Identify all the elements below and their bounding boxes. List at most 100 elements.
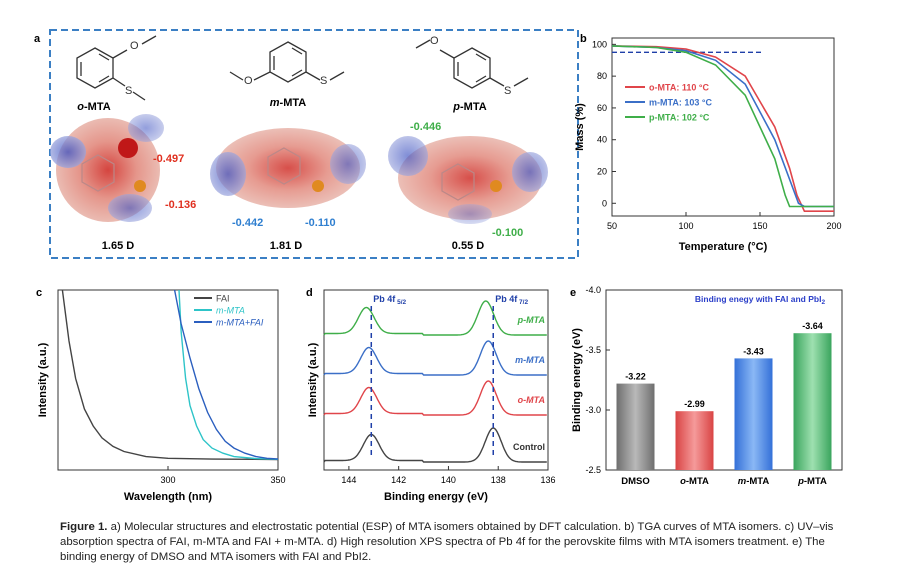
panel-b-x-tick-label: 50 [607, 221, 617, 231]
panel-d-x-tick-label: 140 [441, 475, 456, 485]
panel-b-legend-m-MTA: m-MTA: 103 °C [649, 98, 712, 108]
p-mta-structure [415, 39, 529, 89]
panel-d-series-p-MTA [323, 300, 547, 336]
panel-e-category-label-p-MTA: p-MTA [797, 476, 827, 487]
panel-d-xps-chart: d 144 142 140 138 136 Control o-MTA m-MTA p-MTA… [306, 287, 556, 503]
p-mta-oxygen-label: O [430, 35, 439, 47]
panel-d-series-o-MTA [323, 380, 547, 416]
panel-b-legend-p-MTA: p-MTA: 102 °C [649, 113, 710, 123]
panel-d-series-Control [323, 427, 547, 463]
panel-e-y-tick-label: -3.0 [585, 405, 601, 415]
panel-e-bar-p-MTA [793, 333, 832, 470]
panel-label-a: a [34, 33, 41, 45]
panel-a-frame [49, 29, 579, 259]
panel-d-y-label: Intensity (a.u.) [307, 342, 319, 417]
panel-b-y-tick-label: 60 [597, 103, 607, 113]
panel-e-bar-m-MTA [734, 358, 773, 470]
caption-lead: Figure 1. [60, 521, 108, 533]
m-mta-esp-surface [210, 128, 366, 208]
m-mta-esp-value-2: -0.110 [305, 217, 336, 229]
panel-c-uvvis-chart: c 300 350 FAI m-MTA m-MTA+FAI Wavelength (n… [36, 287, 286, 503]
panel-c-y-label: Intensity (a.u.) [37, 342, 49, 417]
panel-label-b: b [580, 33, 587, 45]
p-mta-esp-value-2: -0.100 [492, 227, 523, 239]
m-mta-dipole: 1.81 D [270, 240, 302, 252]
m-mta-oxygen-label: O [244, 75, 253, 87]
panel-e-plot-frame [605, 289, 843, 471]
panel-e-binding-chart: e Binding enegy with FAI and PbI2 -4.0 -3… [570, 285, 843, 487]
panel-d-x-tick-label: 142 [391, 475, 406, 485]
panel-d-peak-label: Pb 4f 7/2 [495, 294, 528, 306]
panel-d-plot-frame [323, 289, 549, 471]
panel-b-series-p-MTA [611, 45, 834, 208]
panel-b-tga-chart: b 50 100 150 200 0 20 40 60 80 100 o-MTA: 110 °C m… [574, 33, 842, 253]
panel-b-y-tick-label: 0 [602, 198, 607, 208]
o-mta-sulfur-label: S [125, 85, 132, 97]
panel-b-series-o-MTA [611, 45, 834, 212]
figure-caption: Figure 1. a) Molecular structures and el… [60, 520, 860, 565]
panel-d-label-m-MTA: m-MTA [515, 355, 545, 365]
p-mta-esp-value-1: -0.446 [410, 121, 441, 133]
figure: a O S o-MTA -0.497 -0.136 1.65 D [34, 29, 843, 503]
panel-e-value-label-DMSO: -3.22 [625, 372, 646, 382]
m-mta-name: m-MTA [270, 97, 307, 109]
panel-e-y-tick-label: -2.5 [585, 465, 601, 475]
panel-d-label-Control: Control [513, 442, 545, 452]
panel-e-value-label-o-MTA: -2.99 [684, 399, 705, 409]
panel-c-x-label: Wavelength (nm) [124, 491, 213, 503]
m-mta-esp-value-1: -0.442 [232, 217, 263, 229]
panel-b-x-label: Temperature (°C) [679, 241, 768, 253]
panel-d-peak-label: Pb 4f 5/2 [373, 294, 406, 306]
panel-b-y-tick-label: 40 [597, 135, 607, 145]
panel-c-legend-m-MTA: m-MTA [216, 306, 245, 316]
panel-d-x-tick-label: 144 [341, 475, 356, 485]
p-mta-sulfur-label: S [504, 85, 511, 97]
panel-e-category-label-m-MTA: m-MTA [738, 476, 770, 487]
o-mta-oxygen-label: O [130, 40, 139, 52]
panel-b-y-tick-label: 100 [592, 39, 607, 49]
o-mta-esp-value-2: -0.136 [165, 199, 196, 211]
panel-e-category-label-o-MTA: o-MTA [680, 476, 709, 487]
panel-label-d: d [306, 287, 313, 299]
panel-e-category-label-DMSO: DMSO [621, 476, 650, 487]
panel-b-series-m-MTA [611, 45, 834, 208]
o-mta-dipole: 1.65 D [102, 240, 134, 252]
panel-d-series-m-MTA [323, 340, 547, 376]
panel-d-x-tick-label: 138 [491, 475, 506, 485]
panel-c-x-tick-label: 300 [160, 475, 175, 485]
panel-c-series-m-MTA+FAI [173, 289, 279, 460]
panel-e-bar-o-MTA [675, 411, 714, 470]
panel-e-bar-DMSO [616, 383, 655, 470]
panel-label-e: e [570, 287, 576, 299]
panel-b-x-tick-label: 200 [826, 221, 841, 231]
panel-b-y-tick-label: 80 [597, 71, 607, 81]
panel-b-x-tick-label: 150 [752, 221, 767, 231]
panel-e-y-tick-label: -3.5 [585, 345, 601, 355]
panel-b-y-label: Mass (%) [574, 103, 586, 151]
panel-b-x-tick-label: 100 [678, 221, 693, 231]
panel-d-label-p-MTA: p-MTA [517, 315, 545, 325]
caption-text: a) Molecular structures and electrostati… [60, 521, 834, 563]
panel-e-value-label-m-MTA: -3.43 [743, 346, 764, 356]
p-mta-dipole: 0.55 D [452, 240, 484, 252]
panel-c-legend-FAI: FAI [216, 294, 230, 304]
o-mta-name: o-MTA [77, 101, 110, 113]
panel-d-label-o-MTA: o-MTA [518, 395, 545, 405]
o-mta-esp-surface [50, 114, 164, 222]
panel-c-series-FAI [61, 289, 279, 461]
panel-d-x-tick-label: 136 [540, 475, 555, 485]
m-mta-structure [229, 41, 345, 83]
panel-label-c: c [36, 287, 42, 299]
m-mta-sulfur-label: S [320, 75, 327, 87]
panel-b-plot-frame [611, 37, 835, 217]
p-mta-name: p-MTA [452, 101, 486, 113]
panel-c-series-m-MTA [178, 289, 279, 460]
o-mta-esp-value-1: -0.497 [153, 153, 184, 165]
panel-c-legend-m-MTA+FAI: m-MTA+FAI [216, 318, 264, 328]
panel-e-y-label: Binding energy (eV) [571, 328, 583, 432]
panel-a: a O S o-MTA -0.497 -0.136 1.65 D [34, 29, 579, 259]
o-mta-structure [76, 35, 157, 101]
panel-c-x-tick-label: 350 [270, 475, 285, 485]
panel-d-x-label: Binding energy (eV) [384, 491, 488, 503]
panel-e-title: Binding enegy with FAI and PbI2 [695, 294, 826, 306]
